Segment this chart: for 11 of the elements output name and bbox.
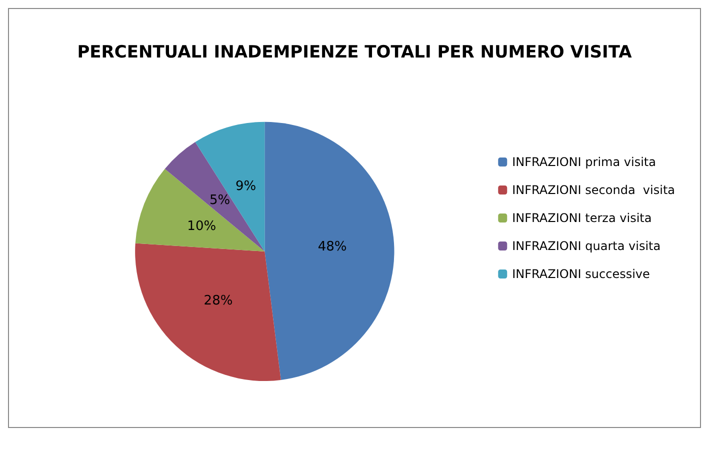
data-label: 10% [187,218,216,234]
chart-title: PERCENTUALI INADEMPIENZE TOTALI PER NUMERO VISITA [77,42,633,62]
data-label: 28% [204,293,233,308]
legend-label: INFRAZIONI quarta visita [512,239,661,253]
legend-label: INFRAZIONI prima visita [512,155,656,169]
legend-label: INFRAZIONI seconda visita [512,183,675,197]
data-label: 48% [318,240,347,255]
legend-label: INFRAZIONI successive [512,267,650,281]
legend-label: INFRAZIONI terza visita [512,211,652,225]
data-label: 5% [210,193,230,208]
data-label: 9% [235,178,256,194]
